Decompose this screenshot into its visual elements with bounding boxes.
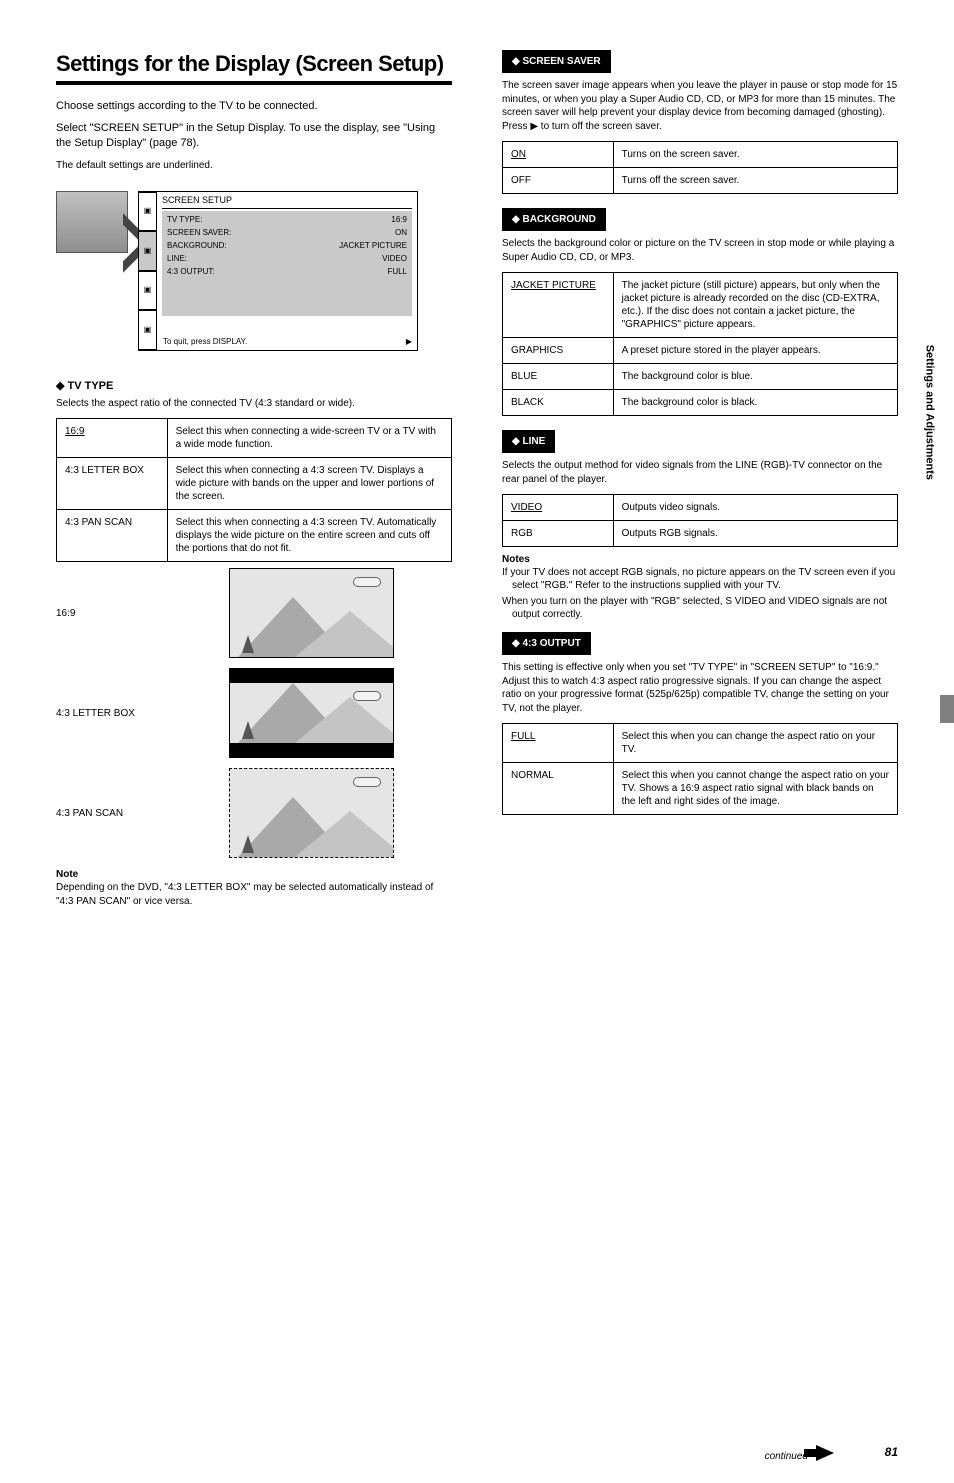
tvtype-desc-2: Select this when connecting a 4:3 screen…: [167, 510, 451, 562]
line-note-0: If your TV does not accept RGB signals, …: [512, 566, 898, 592]
line-note-1: When you turn on the player with "RGB" s…: [512, 595, 898, 621]
menu-side-4: ▣: [139, 310, 157, 350]
tvtype-heading: ◆ TV TYPE: [56, 379, 452, 393]
ss-desc: The screen saver image appears when you …: [502, 79, 898, 133]
ss-desc-1: Turns off the screen saver.: [613, 168, 897, 194]
right-column: ◆ SCREEN SAVER The screen saver image ap…: [492, 50, 898, 916]
bg-desc-3: The background color is black.: [613, 390, 897, 416]
intro-1: Choose settings according to the TV to b…: [56, 99, 452, 114]
aspect-img-169: [229, 568, 394, 658]
out43-table: FULL Select this when you can change the…: [502, 723, 898, 815]
bg-desc-2: The background color is blue.: [613, 364, 897, 390]
bg-desc-0: The jacket picture (still picture) appea…: [613, 273, 897, 338]
menu-side-1: ▣: [139, 192, 157, 232]
menu-foot-r: ▶: [406, 337, 412, 347]
ss-item-1: OFF: [503, 168, 614, 194]
left-column: Settings for the Display (Screen Setup) …: [56, 50, 462, 916]
tvtype-note: Depending on the DVD, "4:3 LETTER BOX" m…: [56, 881, 452, 908]
page-number: 81: [885, 1445, 898, 1461]
side-section-label: Settings and Adjustments: [922, 345, 936, 480]
out43-item-1: NORMAL: [503, 763, 614, 815]
line-desc: Selects the output method for video sign…: [502, 459, 898, 486]
title-rule: [56, 81, 452, 85]
tvtype-item-0: 16:9: [65, 426, 84, 437]
line-item-1: RGB: [503, 521, 614, 547]
menu-head: SCREEN SETUP: [162, 195, 412, 207]
pill-43output: ◆ 4:3 OUTPUT: [502, 632, 591, 655]
menu-row-k2: BACKGROUND:: [167, 240, 227, 253]
tvtype-desc: Selects the aspect ratio of the connecte…: [56, 397, 452, 411]
side-tab-marker: [940, 695, 954, 723]
intro-2: Select "SCREEN SETUP" in the Setup Displ…: [56, 121, 452, 151]
menu-foot-l: To quit, press DISPLAY.: [163, 337, 247, 347]
aspect-label-169: 16:9: [56, 607, 221, 620]
bg-table: JACKET PICTURE The jacket picture (still…: [502, 272, 898, 416]
line-table: VIDEO Outputs video signals. RGB Outputs…: [502, 494, 898, 547]
menu-row-v3: VIDEO: [382, 253, 407, 266]
bg-item-3: BLACK: [503, 390, 614, 416]
arrow-right-icon: [816, 1445, 834, 1461]
ss-item-0: ON: [511, 149, 526, 160]
tvtype-desc-1: Select this when connecting a 4:3 screen…: [167, 458, 451, 510]
pill-screensaver: ◆ SCREEN SAVER: [502, 50, 611, 73]
bg-desc-1: A preset picture stored in the player ap…: [613, 338, 897, 364]
ss-desc-0: Turns on the screen saver.: [613, 142, 897, 168]
menu-side-3: ▣: [139, 271, 157, 311]
bg-item-2: BLUE: [503, 364, 614, 390]
menu-mock: ▣ ▣ ▣ ▣ SCREEN SETUP TV TYPE: 16:9 SCREEN…: [138, 191, 418, 351]
menu-row-k3: LINE:: [167, 253, 187, 266]
aspect-label-lb: 4:3 LETTER BOX: [56, 707, 221, 720]
bg-desc: Selects the background color or picture …: [502, 237, 898, 264]
tvtype-desc-0: Select this when connecting a wide-scree…: [167, 419, 451, 458]
aspect-img-panscan: [229, 768, 394, 858]
menu-row-v1: ON: [395, 227, 407, 240]
aspect-img-letterbox: [229, 668, 394, 758]
pill-line: ◆ LINE: [502, 430, 555, 453]
out43-desc: This setting is effective only when you …: [502, 661, 898, 715]
bg-item-1: GRAPHICS: [503, 338, 614, 364]
defaults-note: The default settings are underlined.: [56, 159, 452, 173]
menu-row-k4: 4:3 OUTPUT:: [167, 266, 215, 279]
line-desc-1: Outputs RGB signals.: [613, 521, 897, 547]
line-item-0: VIDEO: [511, 502, 542, 513]
onscreen-menu-illustration: ▣ ▣ ▣ ▣ SCREEN SETUP TV TYPE: 16:9 SCREEN…: [56, 191, 452, 351]
bg-item-0: JACKET PICTURE: [511, 280, 596, 291]
menu-row-k1: SCREEN SAVER:: [167, 227, 231, 240]
section-title: Settings for the Display (Screen Setup): [56, 50, 452, 79]
menu-row-v4: FULL: [387, 266, 407, 279]
tvtype-table: 16:9 Select this when connecting a wide-…: [56, 418, 452, 562]
menu-row-v0: 16:9: [391, 214, 407, 227]
menu-row-k0: TV TYPE:: [167, 214, 202, 227]
out43-desc-1: Select this when you cannot change the a…: [613, 763, 897, 815]
tvtype-note-head: Note: [56, 868, 452, 881]
line-notes-head: Notes: [502, 553, 898, 566]
tvtype-item-1: 4:3 LETTER BOX: [57, 458, 168, 510]
menu-row-v2: JACKET PICTURE: [339, 240, 407, 253]
menu-side-active: ▣: [139, 231, 157, 271]
pill-background: ◆ BACKGROUND: [502, 208, 606, 231]
out43-item-0: FULL: [511, 731, 535, 742]
out43-desc-0: Select this when you can change the aspe…: [613, 724, 897, 763]
continued-label: continued: [765, 1450, 808, 1463]
tvtype-item-2: 4:3 PAN SCAN: [57, 510, 168, 562]
pfd-thumb-icon: [56, 191, 128, 253]
line-desc-0: Outputs video signals.: [613, 495, 897, 521]
ss-table: ON Turns on the screen saver. OFF Turns …: [502, 141, 898, 194]
aspect-label-ps: 4:3 PAN SCAN: [56, 807, 221, 820]
